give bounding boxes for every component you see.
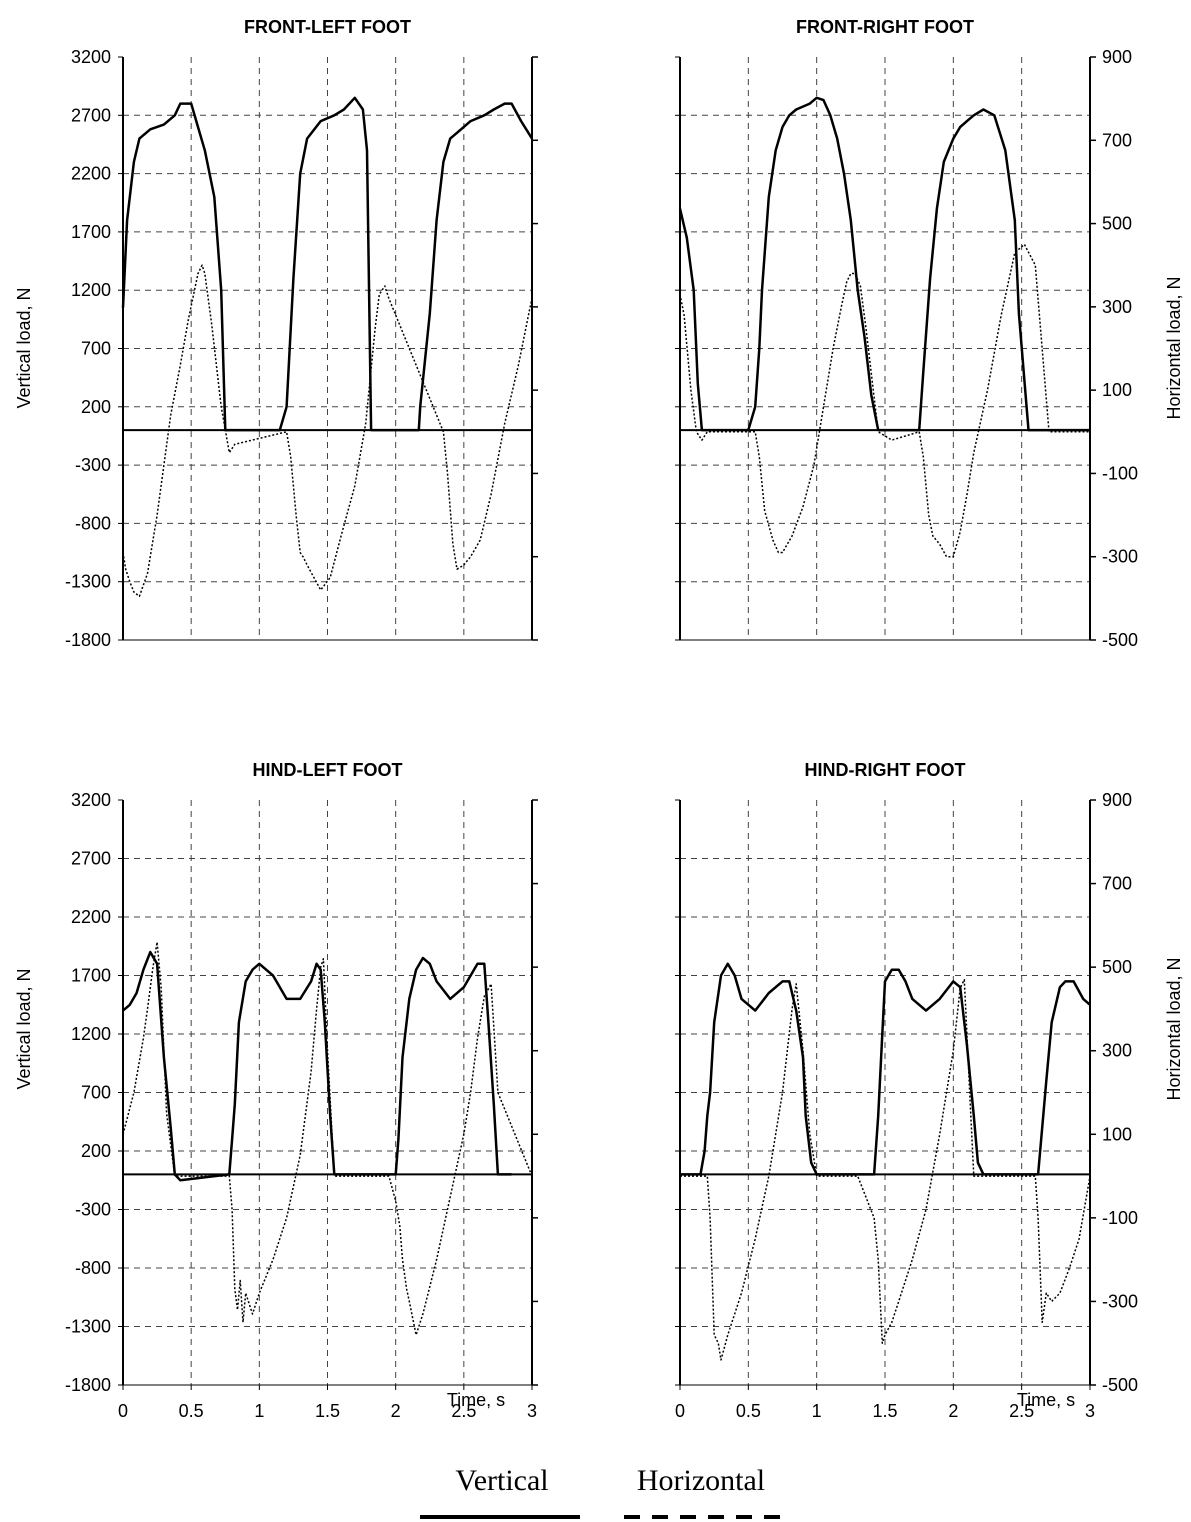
chart-panel: FRONT-LEFT FOOT 3200 2700 2200 1700 1200 700 20… <box>65 17 538 650</box>
right-tick-label: 700 <box>1102 130 1132 150</box>
horizontal-load-line <box>122 941 533 1336</box>
horizontal-load-axis-label: Horizontal load, N <box>1164 276 1184 419</box>
horizontal-load-line <box>679 243 1090 558</box>
left-tick-label: -1300 <box>65 1317 111 1337</box>
x-tick-label: 1 <box>812 1401 822 1421</box>
x-tick-label: 3 <box>1085 1401 1095 1421</box>
panel-title: FRONT-RIGHT FOOT <box>796 17 974 37</box>
vertical-load-line <box>122 950 512 1182</box>
x-tick-label: 2 <box>948 1401 958 1421</box>
vertical-load-line <box>680 962 1091 1176</box>
left-tick-label: 3200 <box>71 790 111 810</box>
left-tick-label: -800 <box>75 1258 111 1278</box>
right-tick-label: -300 <box>1102 547 1138 567</box>
right-tick-label: 900 <box>1102 47 1132 67</box>
right-tick-label: 900 <box>1102 790 1132 810</box>
left-tick-label: 2200 <box>71 164 111 184</box>
horizontal-load-axis-label: Horizontal load, N <box>1164 957 1184 1100</box>
x-tick-label: 2.5 <box>1009 1401 1034 1421</box>
left-tick-label: -1800 <box>65 1375 111 1395</box>
right-tick-label: -100 <box>1102 463 1138 483</box>
left-tick-label: 1200 <box>71 1024 111 1044</box>
left-tick-label: 3200 <box>71 47 111 67</box>
left-tick-label: -800 <box>75 513 111 533</box>
panel-title: HIND-LEFT FOOT <box>253 760 403 780</box>
left-tick-label: 200 <box>81 397 111 417</box>
vertical-load-axis-label: Vertical load, N <box>14 287 34 408</box>
x-tick-label: 1.5 <box>315 1401 340 1421</box>
vertical-load-axis-label: Vertical load, N <box>14 968 34 1089</box>
x-tick-label: 1.5 <box>872 1401 897 1421</box>
chart-panel: FRONT-RIGHT FOOT 900 700 500 300 100 -100 -300 -… <box>675 17 1138 650</box>
left-tick-label: 2700 <box>71 849 111 869</box>
right-tick-label: 700 <box>1102 874 1132 894</box>
left-tick-label: 2200 <box>71 907 111 927</box>
right-tick-label: -500 <box>1102 630 1138 650</box>
left-tick-label: 2700 <box>71 105 111 125</box>
panel-title: HIND-RIGHT FOOT <box>805 760 966 780</box>
left-tick-label: -1800 <box>65 630 111 650</box>
left-tick-label: 700 <box>81 339 111 359</box>
x-tick-label: 0.5 <box>179 1401 204 1421</box>
left-tick-label: -300 <box>75 1200 111 1220</box>
legend-vertical-label: Vertical <box>455 1464 548 1497</box>
left-tick-label: 700 <box>81 1083 111 1103</box>
right-tick-label: 300 <box>1102 297 1132 317</box>
vertical-load-line <box>678 96 1090 432</box>
left-tick-label: 1200 <box>71 280 111 300</box>
legend: Vertical Horizontal <box>420 1464 780 1519</box>
legend-horizontal-label: Horizontal <box>637 1464 765 1497</box>
right-tick-label: 500 <box>1102 957 1132 977</box>
x-tick-label: 3 <box>527 1401 537 1421</box>
time-axis-label: Time, s <box>1017 1390 1075 1410</box>
x-tick-label: 1 <box>254 1401 264 1421</box>
right-tick-label: -100 <box>1102 1208 1138 1228</box>
vertical-load-line <box>121 96 534 432</box>
left-tick-label: 1700 <box>71 966 111 986</box>
right-tick-label: 100 <box>1102 1124 1132 1144</box>
right-tick-label: -500 <box>1102 1375 1138 1395</box>
right-tick-label: 500 <box>1102 214 1132 234</box>
right-tick-label: -300 <box>1102 1291 1138 1311</box>
x-tick-label: 2.5 <box>451 1401 476 1421</box>
left-tick-label: -1300 <box>65 572 111 592</box>
right-tick-label: 300 <box>1102 1041 1132 1061</box>
time-axis-label: Time, s <box>447 1390 505 1410</box>
x-tick-label: 0 <box>118 1401 128 1421</box>
x-tick-label: 0 <box>675 1401 685 1421</box>
panel-title: FRONT-LEFT FOOT <box>244 17 411 37</box>
chart-panel: HIND-RIGHT FOOT 900 700 500 300 100 -100 -300 -5… <box>675 760 1138 1421</box>
left-tick-label: 1700 <box>71 222 111 242</box>
right-tick-label: 100 <box>1102 380 1132 400</box>
left-tick-label: 200 <box>81 1141 111 1161</box>
left-tick-label: -300 <box>75 455 111 475</box>
x-tick-label: 0.5 <box>736 1401 761 1421</box>
x-tick-label: 2 <box>391 1401 401 1421</box>
chart-panel: HIND-LEFT FOOT32002700220017001200700200… <box>65 760 538 1421</box>
